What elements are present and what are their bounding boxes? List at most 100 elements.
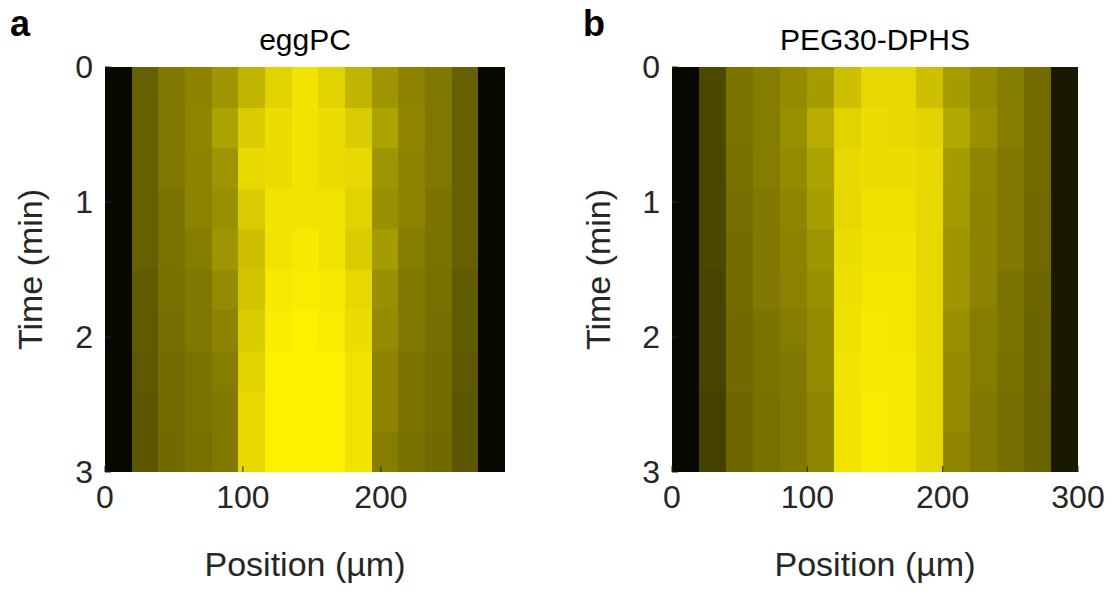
heatmap-cell — [452, 391, 479, 432]
heatmap-cell — [807, 148, 835, 189]
heatmap-cell — [780, 67, 808, 108]
heatmap-cell — [807, 391, 835, 432]
heatmap-cell — [212, 351, 239, 392]
heatmap-cell — [185, 108, 212, 149]
y-tick-label: 1 — [75, 184, 93, 220]
heatmap-cell — [265, 432, 292, 473]
heatmap-cell — [238, 229, 265, 270]
heatmap-cell — [807, 108, 835, 149]
heatmap-cell — [318, 108, 345, 149]
heatmap-cell — [372, 432, 399, 473]
heatmap-cell — [1024, 148, 1052, 189]
heatmap-cell — [105, 391, 132, 432]
heatmap-cell — [318, 270, 345, 311]
heatmap-cell — [1051, 229, 1078, 270]
heatmap-cell — [478, 310, 505, 351]
heatmap-cell — [1051, 189, 1078, 230]
heatmap-cell — [834, 189, 862, 230]
heatmap-cell — [997, 432, 1025, 473]
heatmap-cell — [889, 229, 917, 270]
heatmap-cell — [834, 351, 862, 392]
heatmap-cell — [916, 391, 944, 432]
heatmap-cell — [238, 67, 265, 108]
heatmap-cell — [292, 270, 319, 311]
heatmap-cell — [265, 229, 292, 270]
heatmap-cell — [807, 432, 835, 473]
heatmap-cell — [398, 67, 425, 108]
heatmap-cell — [970, 67, 998, 108]
heatmap-cell — [398, 270, 425, 311]
heatmap-cell — [452, 270, 479, 311]
heatmap-cell — [1024, 67, 1052, 108]
heatmap-cell — [699, 189, 727, 230]
heatmap-cell — [318, 189, 345, 230]
heatmap-cell — [943, 229, 971, 270]
heatmap-cell — [185, 270, 212, 311]
heatmap-cell — [265, 351, 292, 392]
heatmap-cell — [997, 270, 1025, 311]
heatmap-cell — [292, 391, 319, 432]
heatmap-cells — [672, 67, 1078, 472]
heatmap-cell — [672, 351, 700, 392]
heatmap-cell — [265, 310, 292, 351]
y-tick-label: 3 — [75, 454, 93, 490]
heatmap-cell — [158, 432, 185, 473]
heatmap-cell — [425, 189, 452, 230]
heatmap-cell — [753, 270, 781, 311]
heatmap-cell — [478, 148, 505, 189]
heatmap-cell — [212, 229, 239, 270]
heatmap-cell — [889, 270, 917, 311]
heatmap-cell — [672, 148, 700, 189]
heatmap-cell — [345, 270, 372, 311]
heatmap-cell — [238, 148, 265, 189]
heatmap-cell — [672, 67, 700, 108]
heatmap-cell — [158, 67, 185, 108]
heatmap-cell — [185, 351, 212, 392]
panel-title: eggPC — [259, 23, 351, 56]
heatmap-cell — [185, 67, 212, 108]
heatmap-cell — [916, 351, 944, 392]
heatmap-cell — [478, 229, 505, 270]
heatmap-cell — [158, 310, 185, 351]
heatmap-cell — [834, 310, 862, 351]
heatmap-cell — [997, 310, 1025, 351]
heatmap-cell — [672, 310, 700, 351]
heatmap-cell — [132, 148, 159, 189]
heatmap-cell — [807, 351, 835, 392]
x-tick — [242, 466, 243, 472]
heatmap-cell — [238, 270, 265, 311]
heatmap-cells — [105, 67, 505, 472]
heatmap-cell — [753, 189, 781, 230]
heatmap-cell — [478, 432, 505, 473]
y-tick — [105, 337, 111, 338]
heatmap-cell — [726, 229, 754, 270]
heatmap-cell — [425, 351, 452, 392]
x-tick — [1078, 466, 1079, 472]
heatmap-cell — [345, 391, 372, 432]
heatmap-cell — [726, 67, 754, 108]
heatmap-cell — [861, 189, 889, 230]
heatmap-cell — [372, 229, 399, 270]
heatmap-cell — [452, 310, 479, 351]
heatmap-cell — [916, 310, 944, 351]
heatmap-cell — [265, 148, 292, 189]
x-tick — [672, 466, 673, 472]
heatmap-cell — [997, 108, 1025, 149]
heatmap-cell — [753, 229, 781, 270]
heatmap-cell — [132, 229, 159, 270]
y-tick-label: 0 — [642, 49, 660, 85]
x-tick — [380, 466, 381, 472]
heatmap-cell — [726, 108, 754, 149]
heatmap-cell — [1024, 432, 1052, 473]
y-tick-label: 1 — [642, 184, 660, 220]
heatmap-cell — [834, 108, 862, 149]
heatmap-cell — [292, 310, 319, 351]
y-axis-title: Time (min) — [579, 189, 617, 350]
heatmap-cell — [726, 432, 754, 473]
heatmap-cell — [997, 351, 1025, 392]
heatmap-cell — [212, 310, 239, 351]
heatmap-cell — [132, 189, 159, 230]
heatmap-cell — [672, 432, 700, 473]
heatmap-cell — [318, 391, 345, 432]
heatmap-cell — [943, 310, 971, 351]
